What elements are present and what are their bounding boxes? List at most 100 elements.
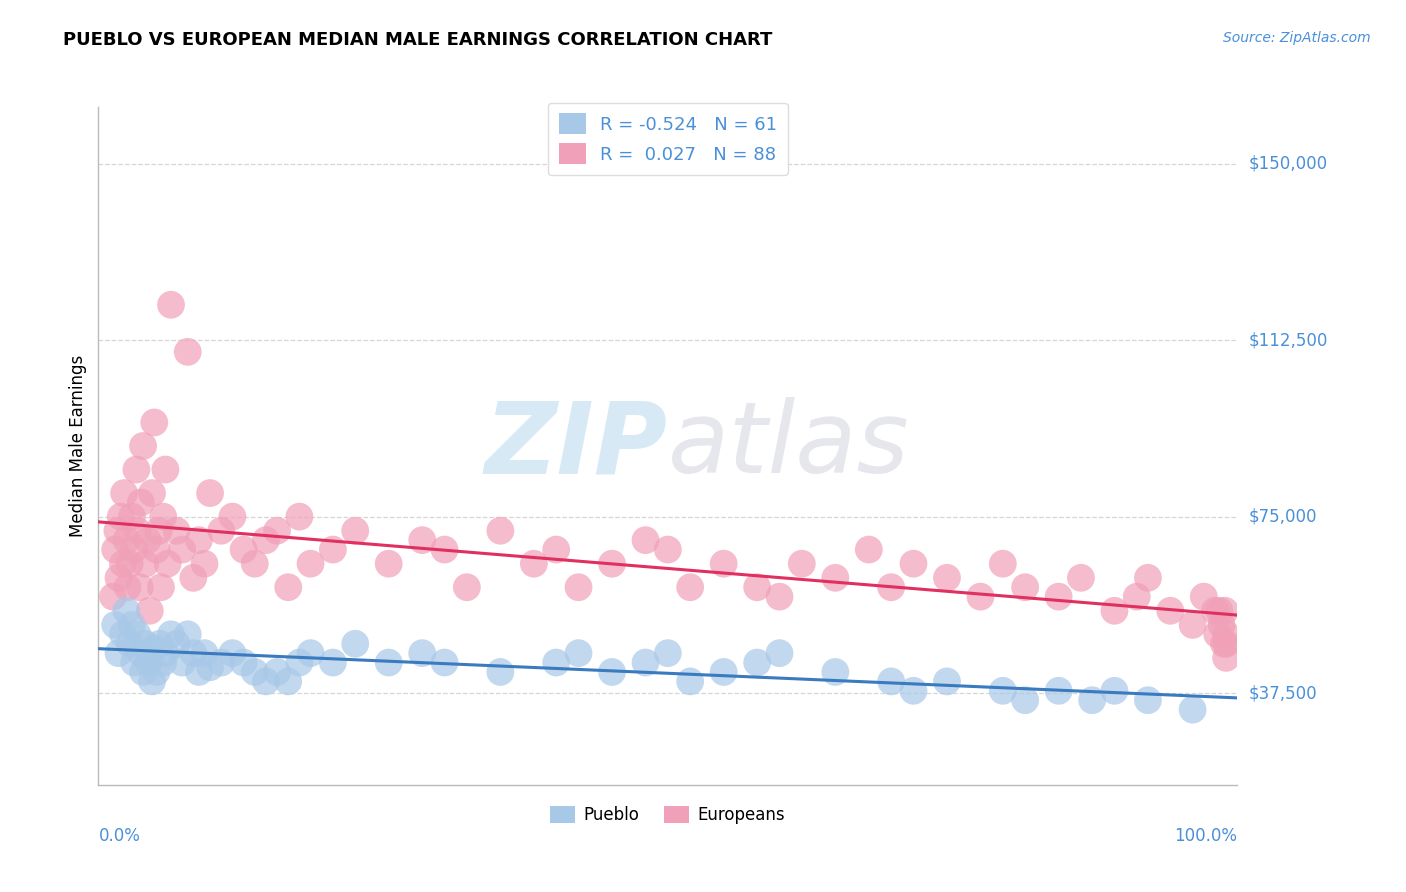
Point: [127, 524, 149, 538]
Point: [172, 542, 194, 557]
Point: [155, 646, 177, 660]
Text: Source: ZipAtlas.com: Source: ZipAtlas.com: [1223, 31, 1371, 45]
Point: [134, 637, 156, 651]
Point: [254, 533, 277, 548]
Point: [110, 509, 132, 524]
Point: [132, 439, 155, 453]
Point: [546, 656, 568, 670]
Point: [824, 571, 846, 585]
Point: [1047, 683, 1070, 698]
Point: [790, 557, 813, 571]
Point: [713, 557, 735, 571]
Point: [143, 641, 166, 656]
Point: [600, 557, 623, 571]
Point: [232, 656, 254, 670]
Y-axis label: Median Male Earnings: Median Male Earnings: [69, 355, 87, 537]
Point: [118, 557, 141, 571]
Point: [232, 542, 254, 557]
Point: [145, 665, 167, 679]
Point: [411, 533, 433, 548]
Point: [101, 590, 124, 604]
Point: [149, 637, 172, 651]
Point: [183, 646, 205, 660]
Point: [254, 674, 277, 689]
Point: [125, 462, 148, 476]
Point: [657, 542, 679, 557]
Point: [148, 524, 170, 538]
Point: [456, 580, 478, 594]
Point: [969, 590, 991, 604]
Point: [567, 646, 589, 660]
Point: [936, 674, 959, 689]
Point: [824, 665, 846, 679]
Point: [1215, 637, 1237, 651]
Point: [1215, 627, 1237, 641]
Point: [322, 656, 344, 670]
Point: [433, 542, 456, 557]
Point: [277, 580, 299, 594]
Point: [377, 656, 399, 670]
Point: [299, 557, 322, 571]
Point: [768, 590, 790, 604]
Point: [679, 674, 702, 689]
Point: [128, 580, 150, 594]
Point: [1159, 604, 1181, 618]
Point: [1213, 604, 1236, 618]
Point: [127, 627, 149, 641]
Point: [1206, 627, 1229, 641]
Point: [183, 571, 205, 585]
Point: [1104, 683, 1126, 698]
Point: [344, 524, 367, 538]
Point: [243, 557, 266, 571]
Point: [266, 665, 288, 679]
Point: [600, 665, 623, 679]
Point: [1104, 604, 1126, 618]
Text: $37,500: $37,500: [1249, 684, 1317, 702]
Point: [122, 656, 145, 670]
Point: [858, 542, 880, 557]
Point: [166, 524, 188, 538]
Point: [129, 646, 152, 660]
Point: [1136, 693, 1159, 707]
Text: 0.0%: 0.0%: [98, 827, 141, 845]
Text: atlas: atlas: [668, 398, 910, 494]
Point: [880, 580, 903, 594]
Text: $150,000: $150,000: [1249, 154, 1327, 172]
Point: [936, 571, 959, 585]
Point: [187, 665, 209, 679]
Point: [107, 571, 129, 585]
Point: [1014, 580, 1036, 594]
Point: [221, 509, 243, 524]
Point: [634, 656, 657, 670]
Point: [111, 627, 134, 641]
Point: [991, 683, 1014, 698]
Point: [121, 618, 143, 632]
Point: [136, 533, 159, 548]
Point: [112, 486, 135, 500]
Point: [679, 580, 702, 594]
Point: [489, 524, 512, 538]
Point: [187, 533, 209, 548]
Point: [104, 618, 127, 632]
Point: [1181, 618, 1204, 632]
Point: [152, 509, 174, 524]
Point: [209, 524, 232, 538]
Point: [155, 462, 177, 476]
Point: [1126, 590, 1149, 604]
Point: [1192, 590, 1215, 604]
Point: [122, 542, 145, 557]
Point: [1070, 571, 1092, 585]
Point: [1212, 637, 1234, 651]
Point: [1081, 693, 1104, 707]
Point: [1181, 703, 1204, 717]
Point: [141, 674, 163, 689]
Point: [117, 580, 139, 594]
Point: [344, 637, 367, 651]
Point: [433, 656, 456, 670]
Point: [132, 665, 155, 679]
Point: [991, 557, 1014, 571]
Point: [166, 637, 188, 651]
Point: [411, 646, 433, 660]
Point: [266, 524, 288, 538]
Point: [160, 298, 183, 312]
